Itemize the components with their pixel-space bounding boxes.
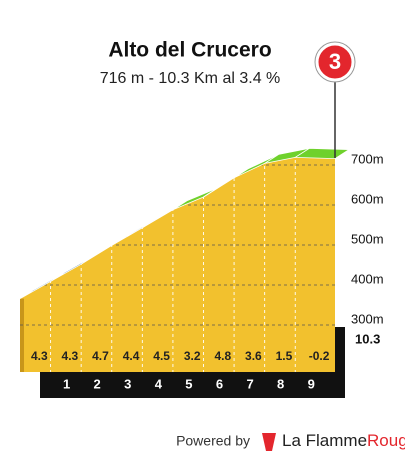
gradient-label: -0.2	[309, 349, 330, 363]
gradient-label: 3.2	[184, 349, 201, 363]
brand-name: La Flamme	[282, 431, 367, 450]
gradient-label: 4.7	[92, 349, 109, 363]
gradient-label: 4.4	[123, 349, 140, 363]
y-tick-label: 700m	[351, 151, 384, 166]
chart-title: Alto del Crucero	[108, 39, 271, 62]
badge-ring	[314, 41, 356, 83]
km-band	[40, 372, 345, 398]
profile-area	[20, 157, 335, 372]
brand-accent: Rouge	[367, 431, 405, 450]
end-column	[335, 327, 345, 372]
x-tick-label: 5	[185, 376, 192, 391]
chart-subtitle: 716 m - 10.3 Km al 3.4 %	[100, 70, 281, 87]
y-tick-label: 600m	[351, 191, 384, 206]
x-tick-label: 10.3	[355, 331, 380, 346]
category-badge	[315, 42, 355, 82]
plot: 4.3 4.3 4.7 4.4 4.5 3.2 4.8 3.6 1.5 -0.2 1 2 3 4 5 6 7 8 9…	[19, 147, 384, 398]
y-tick-label: 300m	[351, 311, 384, 326]
x-tick-label: 4	[155, 376, 163, 391]
y-tick-label: 500m	[351, 231, 384, 246]
gradient-label: 4.3	[62, 349, 79, 363]
left-face	[20, 298, 24, 372]
gradient-label: 1.5	[276, 349, 293, 363]
x-tick-label: 1	[63, 376, 70, 391]
x-tick-label: 7	[246, 376, 253, 391]
gradient-label: 4.8	[214, 349, 231, 363]
footer-prefix: Powered by	[176, 433, 250, 449]
x-tick-label: 2	[94, 376, 101, 391]
gradient-label: 3.6	[245, 349, 262, 363]
gradient-label: 4.5	[153, 349, 170, 363]
x-tick-label: 3	[124, 376, 131, 391]
x-tick-label: 9	[308, 376, 315, 391]
x-tick-label: 6	[216, 376, 223, 391]
y-tick-label: 400m	[351, 271, 384, 286]
brand-logo	[262, 433, 276, 451]
x-tick-label: 8	[277, 376, 284, 391]
footer-brand: La FlammeRouge	[282, 431, 405, 450]
category-label: 3	[329, 49, 341, 74]
gradient-label: 4.3	[31, 349, 48, 363]
